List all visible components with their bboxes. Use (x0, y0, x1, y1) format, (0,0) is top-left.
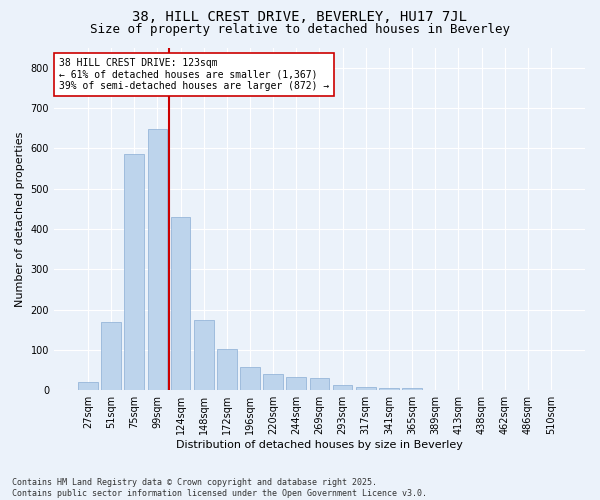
Bar (170, 217, 190, 390)
Bar (124, 154, 144, 390)
Bar (310, 378, 329, 390)
Bar (240, 367, 260, 390)
Bar (101, 322, 121, 390)
Bar (263, 374, 283, 390)
Bar (333, 384, 352, 390)
Bar (148, 129, 167, 390)
Bar (286, 377, 306, 390)
Bar (78, 382, 98, 390)
Bar (217, 348, 236, 390)
Text: Contains HM Land Registry data © Crown copyright and database right 2025.
Contai: Contains HM Land Registry data © Crown c… (12, 478, 427, 498)
Bar (194, 320, 214, 390)
Bar (379, 388, 399, 390)
Bar (356, 387, 376, 390)
Bar (402, 388, 422, 390)
Text: 38 HILL CREST DRIVE: 123sqm
← 61% of detached houses are smaller (1,367)
39% of : 38 HILL CREST DRIVE: 123sqm ← 61% of det… (59, 58, 329, 91)
Y-axis label: Number of detached properties: Number of detached properties (15, 131, 25, 306)
Text: 38, HILL CREST DRIVE, BEVERLEY, HU17 7JL: 38, HILL CREST DRIVE, BEVERLEY, HU17 7JL (133, 10, 467, 24)
X-axis label: Distribution of detached houses by size in Beverley: Distribution of detached houses by size … (176, 440, 463, 450)
Text: Size of property relative to detached houses in Beverley: Size of property relative to detached ho… (90, 22, 510, 36)
